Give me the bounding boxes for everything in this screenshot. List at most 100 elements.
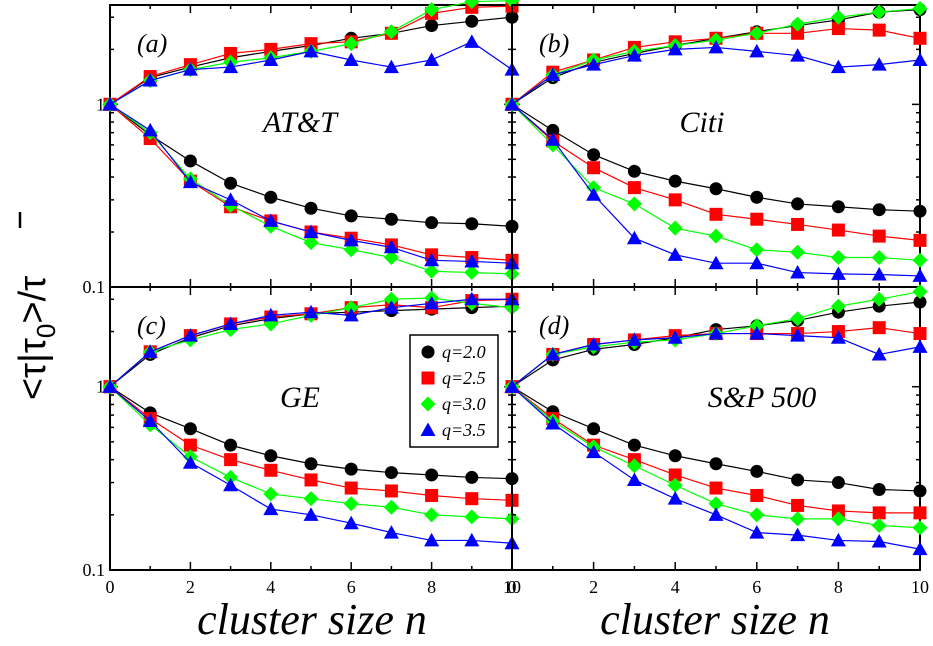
data-point-q=2.5	[913, 31, 927, 45]
data-point-q=3.5	[263, 501, 279, 516]
data-point-q=3.0	[749, 25, 765, 41]
data-point-q=3.5	[708, 39, 724, 54]
data-point-q=3.5	[708, 507, 724, 521]
data-point-q=3.5	[504, 96, 520, 111]
data-point-q=2.0	[344, 209, 358, 223]
data-point-q=3.5	[343, 52, 359, 66]
data-point-q=3.5	[383, 239, 399, 254]
legend-box	[409, 334, 499, 448]
data-point-q=2.0	[668, 174, 682, 188]
data-point-q=3.5	[667, 330, 683, 344]
panel-4: 0 2 4 6 8 10 (d) S&P 500	[504, 284, 929, 597]
data-point-q=2.5	[872, 229, 886, 243]
data-point-q=3.5	[424, 532, 440, 547]
data-point-q=2.5	[627, 181, 641, 195]
data-point-q=3.5	[790, 265, 806, 279]
data-point-q=3.0	[790, 311, 806, 327]
data-point-q=2.0	[587, 422, 601, 436]
legend-label: q=2.0	[442, 342, 486, 362]
data-point-q=2.0	[750, 190, 764, 204]
panel-name: Citi	[679, 106, 724, 139]
panel-tag: (a)	[137, 29, 167, 58]
data-point-q=3.5	[383, 300, 399, 314]
data-point-q=2.5	[872, 321, 886, 335]
data-point-q=3.5	[790, 328, 806, 342]
x-tick-label: 2	[186, 577, 195, 597]
data-point-q=3.0	[383, 291, 399, 307]
data-point-q=3.0	[223, 469, 239, 485]
data-point-q=2.5	[709, 481, 723, 495]
data-point-q=3.5	[343, 515, 359, 530]
data-point-q=3.0	[871, 250, 887, 266]
panel-2: (b) Citi	[504, 0, 928, 288]
data-point-q=3.5	[871, 534, 887, 548]
data-point-q=3.5	[626, 332, 642, 346]
data-point-q=2.0	[183, 154, 197, 168]
data-point-q=3.0	[912, 0, 928, 16]
data-point-q=3.5	[626, 230, 642, 245]
data-point-q=3.5	[749, 255, 765, 270]
data-point-q=3.5	[424, 295, 440, 310]
data-point-q=2.0	[304, 457, 318, 471]
panels: 1 0.1 (a) AT&T (b) Citi 0 2 4 6 8 10 1 0.1 (c) GE 0 2 4 6 8 1…	[83, 0, 929, 597]
data-point-q=3.5	[912, 52, 928, 66]
data-point-q=3.5	[749, 326, 765, 340]
data-point-q=2.0	[183, 422, 197, 436]
series-line-q=3.5-upper	[511, 46, 921, 105]
series-line-q=2.0-upper	[511, 9, 921, 105]
x-axis-label-left: cluster size n	[197, 595, 427, 644]
data-point-q=3.0	[424, 263, 440, 279]
data-point-q=3.5	[545, 346, 561, 361]
data-point-q=3.5	[667, 41, 683, 56]
data-point-q=3.5	[586, 57, 602, 71]
data-point-q=2.5	[913, 233, 927, 247]
data-point-q=3.5	[871, 267, 887, 281]
data-point-q=3.0	[790, 511, 806, 527]
data-point-q=3.0	[383, 250, 399, 266]
data-point-q=2.0	[913, 484, 927, 498]
data-point-q=2.0	[384, 466, 398, 480]
data-point-q=3.5	[626, 48, 642, 62]
data-point-q=3.5	[912, 541, 928, 556]
data-point-q=2.0	[264, 190, 278, 204]
x-tick-label: 8	[427, 577, 436, 597]
y-axis-label: <τ|τ0>/τ	[12, 276, 61, 400]
data-point-q=3.5	[830, 532, 846, 547]
data-point-q=2.5	[750, 488, 764, 502]
x-axis-label-right: cluster size n	[600, 595, 830, 644]
data-point-q=3.5	[708, 326, 724, 340]
data-point-q=2.5	[425, 488, 439, 502]
y-tick-label: 0.1	[83, 277, 106, 297]
data-point-q=3.0	[830, 250, 846, 266]
data-point-q=2.0	[913, 204, 927, 218]
data-point-q=3.5	[464, 532, 480, 547]
data-point-q=3.5	[303, 43, 319, 58]
data-point-q=3.5	[464, 34, 480, 48]
x-tick-label: 4	[266, 577, 275, 597]
data-point-q=3.5	[263, 307, 279, 322]
data-point-q=2.0	[587, 148, 601, 162]
x-tick-label: 8	[834, 577, 843, 597]
data-point-q=2.0	[425, 468, 439, 482]
data-point-q=3.0	[383, 24, 399, 40]
data-point-q=2.5	[264, 463, 278, 477]
data-point-q=3.5	[383, 525, 399, 539]
data-point-q=3.0	[912, 252, 928, 268]
x-tick-label: 0	[106, 577, 115, 597]
data-point-q=2.5	[913, 327, 927, 341]
data-point-q=3.0	[626, 458, 642, 474]
data-point-q=3.5	[586, 187, 602, 201]
data-point-q=2.5	[264, 42, 278, 56]
legend-marker-q=2.0	[421, 345, 435, 359]
data-point-q=3.0	[912, 520, 928, 536]
data-point-q=3.5	[343, 232, 359, 247]
x-tick-label: 0	[508, 577, 517, 597]
x-tick-label: 4	[671, 577, 680, 597]
data-point-q=2.0	[668, 449, 682, 463]
data-point-q=2.0	[425, 216, 439, 230]
data-point-q=3.0	[790, 244, 806, 260]
data-point-q=3.0	[708, 496, 724, 512]
data-point-q=3.5	[303, 224, 319, 239]
data-point-q=3.5	[545, 415, 561, 430]
data-point-q=2.0	[709, 457, 723, 471]
